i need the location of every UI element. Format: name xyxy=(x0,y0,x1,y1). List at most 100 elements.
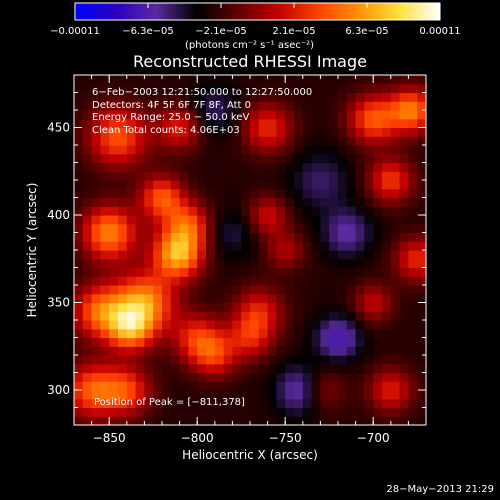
heatmap-cell xyxy=(364,118,374,129)
heatmap-cell xyxy=(223,206,233,216)
heatmap-cell xyxy=(346,372,357,382)
heatmap-cell xyxy=(285,346,295,356)
heatmap-cell xyxy=(126,75,137,85)
heatmap-cell xyxy=(197,136,207,146)
heatmap-cell xyxy=(232,337,242,347)
heatmap-cell xyxy=(118,101,128,111)
heatmap-cell xyxy=(294,258,304,269)
heatmap-cell xyxy=(82,197,93,207)
heatmap-cell xyxy=(100,110,110,120)
heatmap-cell xyxy=(223,145,233,155)
heatmap-cell xyxy=(118,328,128,339)
heatmap-cell xyxy=(91,162,101,172)
heatmap-cell xyxy=(276,346,286,356)
heatmap-cell xyxy=(82,83,93,94)
heatmap-cell xyxy=(364,381,374,391)
heatmap-cell xyxy=(417,381,426,391)
heatmap-cell xyxy=(170,320,181,330)
heatmap-cell xyxy=(170,206,181,216)
heatmap-cell xyxy=(91,346,101,356)
heatmap-cell xyxy=(144,241,154,251)
heatmap-cell xyxy=(100,197,110,207)
heatmap-cell xyxy=(162,206,172,216)
heatmap-cell xyxy=(188,188,198,199)
heatmap-cell xyxy=(91,250,101,260)
heatmap-cell xyxy=(258,267,269,277)
heatmap-cell xyxy=(232,215,242,225)
heatmap-cell xyxy=(109,215,119,225)
heatmap-cell xyxy=(390,407,401,417)
heatmap-cell xyxy=(126,416,137,425)
heatmap-cell xyxy=(302,346,313,356)
heatmap-cell xyxy=(390,258,401,269)
heatmap-cell xyxy=(241,215,251,225)
heatmap-cell xyxy=(373,153,383,164)
heatmap-cell xyxy=(206,285,216,295)
heatmap-cell xyxy=(364,223,374,234)
heatmap-cell xyxy=(346,258,357,269)
heatmap-cell xyxy=(364,311,374,321)
heatmap-cell xyxy=(250,381,260,391)
heatmap-cell xyxy=(267,390,277,400)
heatmap-cell xyxy=(417,285,426,295)
heatmap-cell xyxy=(118,180,128,190)
heatmap-cell xyxy=(311,101,321,111)
heatmap-cell xyxy=(144,250,154,260)
heatmap-cell xyxy=(170,127,181,137)
heatmap-cell xyxy=(206,311,216,321)
heatmap-cell xyxy=(197,258,207,269)
heatmap-cell xyxy=(346,407,357,417)
heatmap-cell xyxy=(390,293,401,304)
heatmap-cell xyxy=(153,293,163,304)
heatmap-cell xyxy=(302,118,313,129)
heatmap-cell xyxy=(135,276,145,286)
heatmap-cell xyxy=(346,302,357,312)
heatmap-cell xyxy=(346,215,357,225)
heatmap-cell xyxy=(294,285,304,295)
heatmap-cell xyxy=(223,285,233,295)
heatmap-cell xyxy=(206,258,216,269)
heatmap-cell xyxy=(206,232,216,242)
heatmap-cell xyxy=(126,337,137,347)
heatmap-cell xyxy=(109,250,119,260)
heatmap-cell xyxy=(144,145,154,155)
heatmap-cell xyxy=(329,206,339,216)
heatmap-cell xyxy=(417,250,426,260)
heatmap-cell xyxy=(135,346,145,356)
heatmap-cell xyxy=(338,390,348,400)
heatmap-cell xyxy=(100,83,110,94)
heatmap-cell xyxy=(188,197,198,207)
heatmap-cell xyxy=(162,416,172,425)
heatmap-cell xyxy=(144,407,154,417)
heatmap-cell xyxy=(109,328,119,339)
heatmap-cell xyxy=(188,311,198,321)
heatmap-cell xyxy=(294,215,304,225)
heatmap-cell xyxy=(206,398,216,409)
heatmap-cell xyxy=(338,83,348,94)
heatmap-cell xyxy=(338,328,348,339)
heatmap-cell xyxy=(382,223,392,234)
heatmap-cell xyxy=(267,398,277,409)
heatmap-cell xyxy=(355,337,365,347)
heatmap-cell xyxy=(91,398,101,409)
heatmap-cell xyxy=(126,302,137,312)
heatmap-cell xyxy=(285,153,295,164)
heatmap-cell xyxy=(232,232,242,242)
heatmap-cell xyxy=(311,197,321,207)
heatmap-cell xyxy=(144,320,154,330)
heatmap-cell xyxy=(144,110,154,120)
heatmap-cell xyxy=(346,171,357,181)
heatmap-cell xyxy=(223,311,233,321)
heatmap-cell xyxy=(214,250,225,260)
heatmap-cell xyxy=(390,311,401,321)
heatmap-cell xyxy=(91,197,101,207)
heatmap-cell xyxy=(267,223,277,234)
heatmap-cell xyxy=(214,416,225,425)
heatmap-cell xyxy=(294,407,304,417)
heatmap-cell xyxy=(250,320,260,330)
heatmap-cell xyxy=(346,206,357,216)
heatmap-cell xyxy=(373,145,383,155)
heatmap-cell xyxy=(373,215,383,225)
heatmap-cell xyxy=(118,110,128,120)
heatmap-cell xyxy=(250,188,260,199)
